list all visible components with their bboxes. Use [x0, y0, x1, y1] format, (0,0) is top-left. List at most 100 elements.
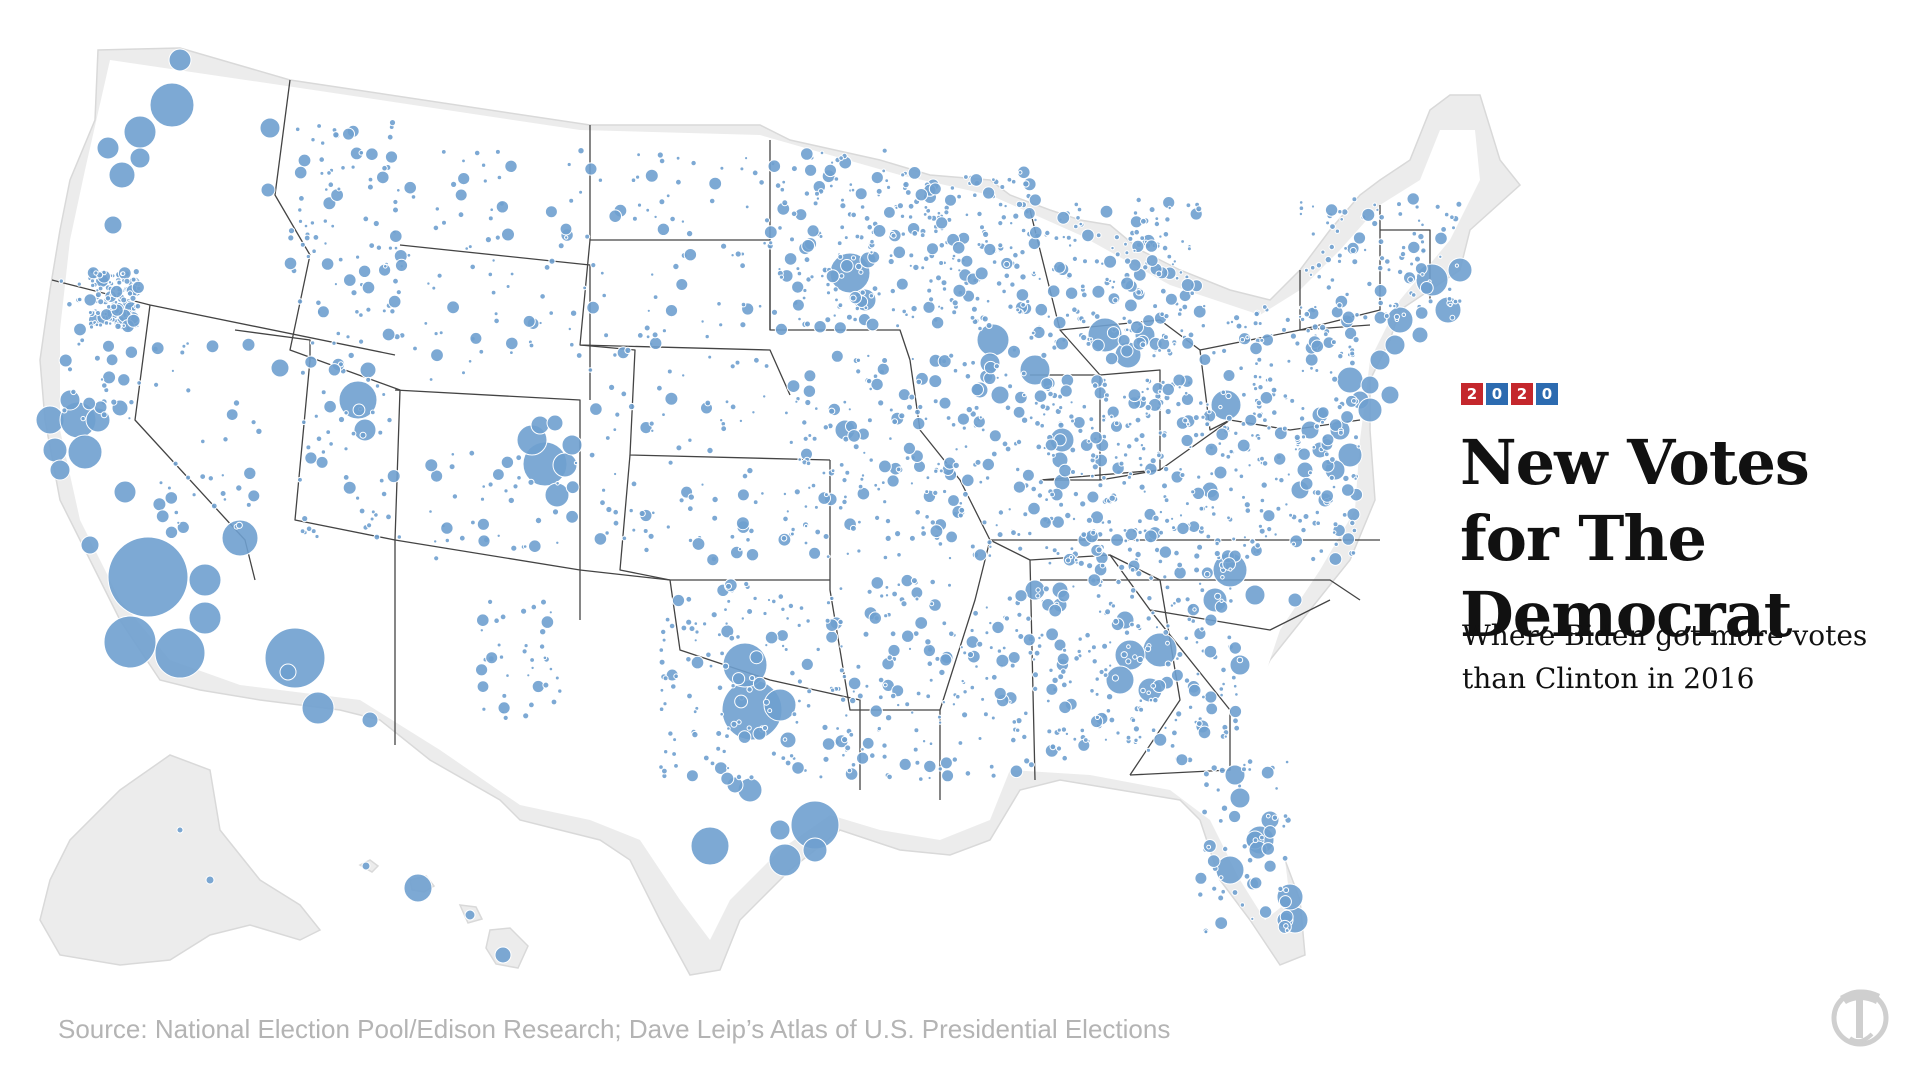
county-bubble	[1048, 667, 1054, 673]
county-bubble	[342, 480, 357, 495]
county-bubble	[1170, 516, 1175, 521]
county-bubble	[1333, 396, 1340, 403]
county-bubble	[984, 475, 991, 481]
county-bubble	[1411, 230, 1418, 237]
county-bubble	[561, 434, 583, 456]
county-bubble	[796, 678, 804, 685]
county-bubble	[1137, 518, 1143, 525]
county-bubble	[1087, 573, 1102, 587]
county-bubble	[1218, 875, 1224, 880]
county-bubble	[864, 683, 870, 689]
county-bubble	[225, 408, 239, 422]
county-bubble	[491, 258, 496, 263]
county-bubble	[996, 531, 1004, 539]
county-bubble	[846, 767, 853, 774]
county-bubble	[301, 691, 335, 725]
county-bubble	[667, 459, 674, 466]
county-bubble	[991, 620, 1005, 635]
county-bubble	[859, 476, 865, 482]
county-bubble	[1143, 529, 1158, 544]
county-bubble	[929, 578, 937, 586]
county-bubble	[1064, 731, 1070, 737]
county-bubble	[726, 766, 731, 771]
county-bubble	[855, 368, 862, 375]
county-bubble	[748, 774, 755, 781]
county-bubble	[1206, 844, 1212, 850]
county-bubble	[1209, 471, 1215, 477]
county-bubble	[1407, 276, 1414, 284]
county-bubble	[568, 197, 575, 204]
county-bubble	[836, 240, 843, 247]
county-bubble	[381, 164, 388, 172]
county-bubble	[544, 205, 558, 219]
county-bubble	[841, 498, 848, 506]
county-bubble	[1134, 550, 1142, 559]
county-bubble	[548, 666, 554, 672]
county-bubble	[1164, 660, 1172, 668]
county-bubble	[951, 309, 958, 316]
county-bubble	[479, 628, 484, 633]
county-bubble	[1284, 928, 1290, 933]
county-bubble	[1342, 474, 1350, 483]
county-bubble	[730, 253, 735, 258]
county-bubble	[1161, 482, 1168, 490]
county-bubble	[886, 773, 893, 781]
county-bubble	[331, 340, 337, 346]
county-bubble	[1384, 334, 1406, 356]
county-bubble	[839, 644, 844, 649]
county-bubble	[1268, 362, 1275, 368]
county-bubble	[1206, 409, 1212, 415]
county-bubble	[829, 687, 836, 693]
county-bubble	[774, 182, 782, 189]
county-bubble	[1258, 508, 1265, 514]
county-bubble	[1164, 216, 1171, 223]
county-bubble	[1396, 268, 1404, 276]
county-bubble	[320, 449, 327, 455]
county-bubble	[1260, 481, 1268, 489]
county-bubble	[761, 724, 769, 732]
county-bubble	[108, 161, 136, 189]
county-bubble	[736, 488, 750, 502]
county-bubble	[475, 663, 489, 677]
county-bubble	[1004, 445, 1012, 453]
county-bubble	[1257, 374, 1263, 380]
county-bubble	[1015, 307, 1021, 313]
county-bubble	[997, 201, 1004, 208]
county-bubble	[433, 331, 439, 337]
county-bubble	[988, 620, 993, 626]
county-bubble	[833, 321, 847, 335]
county-bubble	[1159, 311, 1165, 318]
county-bubble	[782, 515, 789, 523]
county-bubble	[1077, 559, 1085, 567]
county-bubble	[841, 477, 848, 484]
county-bubble	[948, 630, 955, 638]
county-bubble	[1271, 814, 1279, 821]
county-bubble	[1201, 694, 1206, 700]
county-bubble	[412, 345, 418, 352]
county-bubble	[314, 533, 320, 540]
county-bubble	[1060, 681, 1068, 689]
county-bubble	[1344, 291, 1350, 298]
county-bubble	[120, 271, 126, 277]
county-bubble	[800, 657, 814, 672]
county-bubble	[1058, 700, 1072, 715]
county-bubble	[79, 337, 86, 344]
county-bubble	[608, 209, 623, 223]
county-bubble	[874, 514, 881, 522]
county-bubble	[801, 239, 815, 253]
county-bubble	[947, 494, 960, 507]
county-bubble	[297, 218, 304, 224]
county-bubble	[1158, 509, 1164, 515]
county-bubble	[769, 819, 791, 841]
county-bubble	[1299, 316, 1306, 323]
county-bubble	[930, 316, 945, 330]
county-bubble	[1104, 351, 1119, 366]
county-bubble	[370, 509, 376, 515]
county-bubble	[1149, 457, 1157, 465]
county-bubble	[489, 207, 495, 212]
county-bubble	[950, 422, 957, 428]
county-bubble	[919, 232, 926, 239]
county-bubble	[235, 521, 243, 529]
county-bubble	[320, 389, 327, 396]
county-bubble	[1173, 717, 1179, 723]
